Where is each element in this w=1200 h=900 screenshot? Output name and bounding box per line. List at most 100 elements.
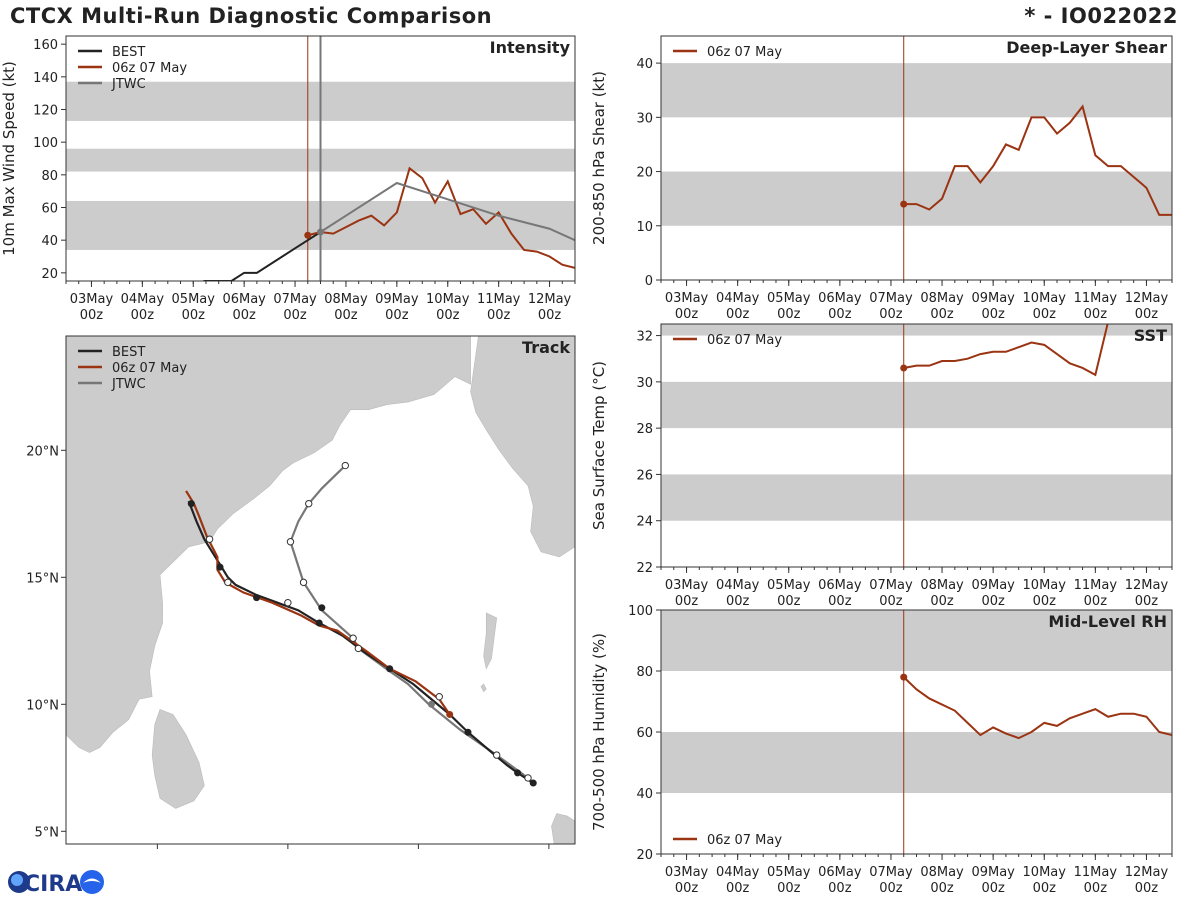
y-tick-label: 15°N [26,571,59,586]
plot-area [661,324,1172,567]
x-tick-label: 08May [920,578,964,593]
series-line-06z-07-may [903,104,1172,216]
threshold-band [661,732,1172,793]
y-tick-label: 60 [41,202,58,217]
logo-text: CIRA [24,872,82,897]
x-tick-label: 00z [1084,307,1108,322]
x-tick-label: 00z [828,881,852,896]
x-tick-label: 00z [1033,594,1057,609]
jtwc-marker-open [205,535,214,543]
best-marker [386,665,394,673]
x-tick-label: 00z [726,881,750,896]
y-tick-label: 24 [636,515,653,530]
x-tick-label: 03May [665,865,709,880]
x-tick-label: 00z [538,308,562,323]
x-tick-label: 00z [487,308,511,323]
threshold-band [661,381,1172,429]
y-tick-label: 28 [636,422,653,437]
legend-label: 06z 07 May [112,361,187,376]
best-marker [253,594,261,602]
jtwc-marker-open [492,751,501,759]
x-tick-label: 00z [1084,594,1108,609]
x-tick-label: 00z [1135,307,1159,322]
plot-area [66,36,575,281]
plot-frame [660,323,1173,568]
series-line-jtwc [319,181,575,242]
series-line-06z-07-may [307,166,575,269]
map-area [66,336,575,844]
x-tick-label: 00z [182,308,206,323]
intensity-chart: 2040608010012014016003May00z04May00z05Ma… [0,35,576,323]
y-tick-label: 40 [41,234,58,249]
x-tick-label: 10May [1023,291,1067,306]
x-tick-label: 07May [869,865,913,880]
cira-logo: CIRA [8,870,104,897]
x-tick-label: 00z [981,881,1005,896]
sst-chart: 22242628303203May00z04May00z05May00z06Ma… [590,323,1173,609]
x-tick-label: 00z [232,308,256,323]
x-tick-label: 00z [283,308,307,323]
jtwc-marker-open [284,599,292,607]
logo-emblem-icon [80,870,104,894]
x-tick-label: 00z [675,594,699,609]
x-tick-label: 00z [879,307,903,322]
legend-label: 06z 07 May [112,61,187,76]
x-tick-label: 12May [1125,578,1169,593]
y-tick-label: 40 [636,57,653,72]
y-tick-label: 140 [33,71,58,86]
legend-label: 06z 07 May [707,833,782,848]
panel-title: Intensity [490,38,571,57]
x-tick-label: 00z [1033,881,1057,896]
x-tick-label: 10May [1023,865,1067,880]
y-tick-label: 0 [645,274,653,289]
x-tick-label: 07May [869,291,913,306]
x-tick-label: 12May [1125,865,1169,880]
y-tick-label: 5°N [35,825,60,840]
run-start-point [900,200,908,208]
x-tick-label: 06May [818,865,862,880]
threshold-band [661,63,1172,118]
x-tick-label: 00z [777,594,801,609]
track-best [187,500,534,784]
x-tick-label: 05May [172,292,216,307]
y-tick-label: 20 [636,848,653,863]
x-tick-label: 00z [1135,594,1159,609]
plot-frame [65,335,576,845]
y-tick-label: 100 [33,136,58,151]
threshold-band [661,324,1172,336]
track-run [185,490,451,716]
landmass-sri-lanka [151,708,205,809]
jtwc-marker-open [349,634,357,642]
best-marker [464,728,472,736]
x-tick-label: 03May [665,578,709,593]
x-tick-label: 00z [334,308,358,323]
y-tick-label: 40 [636,787,653,802]
best-marker [514,769,522,777]
y-tick-label: 26 [636,468,653,483]
x-tick-label: 00z [1084,881,1108,896]
x-tick-label: 00z [675,881,699,896]
x-tick-label: 03May [70,292,114,307]
legend-label: 06z 07 May [707,333,782,348]
y-tick-label: 80 [41,169,58,184]
x-tick-label: 07May [273,292,317,307]
x-tick-label: 08May [920,865,964,880]
best-marker [216,563,224,571]
x-tick-label: 00z [879,594,903,609]
y-tick-label: 120 [33,104,58,119]
x-tick-label: 12May [1125,291,1169,306]
run-start-point [900,364,908,372]
jtwc-marker-open [286,538,295,546]
x-tick-label: 00z [675,307,699,322]
x-tick-label: 06May [222,292,266,307]
x-tick-label: 08May [920,291,964,306]
jtwc-marker-open [305,499,313,508]
x-tick-label: 04May [716,291,760,306]
y-tick-label: 30 [636,376,653,391]
y-tick-label: 30 [636,111,653,126]
series-line-06z-07-may [903,324,1109,377]
run-marker [446,710,454,718]
x-tick-label: 00z [1135,881,1159,896]
run-start-point [304,231,312,239]
y-tick-label: 32 [636,330,653,345]
